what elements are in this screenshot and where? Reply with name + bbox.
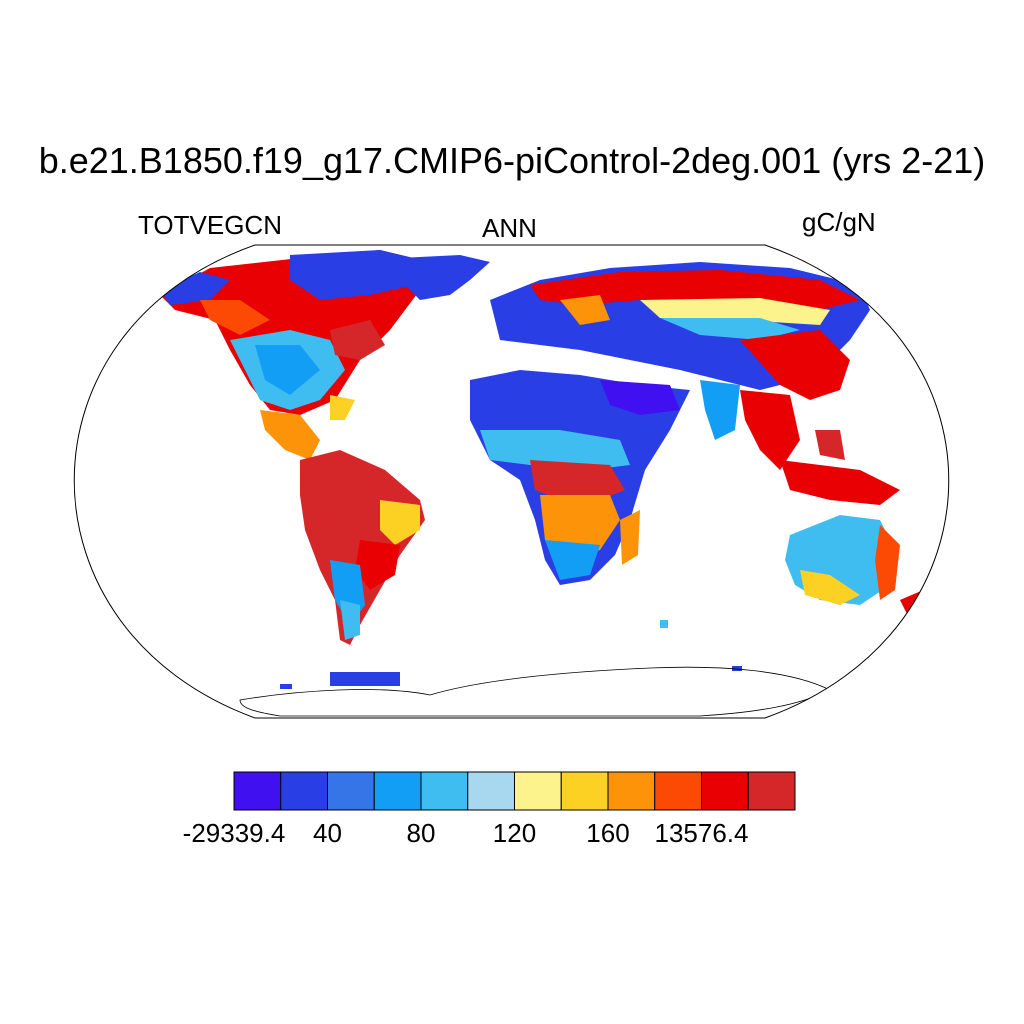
units-label: gC/gN: [802, 207, 876, 237]
colorbar-tick-label: 120: [492, 818, 537, 848]
colorbar-swatch: [233, 771, 282, 811]
season-label: ANN: [482, 213, 537, 243]
colorbar-swatch: [280, 771, 328, 811]
greenland-region: [400, 255, 490, 300]
colorbar-tick-label: -29339.4: [182, 818, 286, 848]
colorbar-swatch: [654, 771, 702, 811]
colorbar-swatch: [607, 771, 656, 811]
north-america-region: [160, 250, 430, 460]
antarctica-coast-cells: [280, 620, 742, 689]
colorbar-swatch: [560, 771, 609, 811]
colorbar-tick-label: 160: [586, 818, 630, 848]
colorbar-swatch: [420, 771, 469, 811]
globe-border: [73, 244, 950, 719]
africa-region: [470, 370, 690, 585]
variable-label: TOTVEGCN: [138, 210, 282, 240]
colorbar-tick-label: 13576.4: [654, 818, 749, 848]
colorbar-tick-label: 80: [406, 818, 436, 848]
colorbar-swatch: [467, 771, 515, 811]
colorbar-swatch: [514, 771, 562, 811]
eurasia-region: [490, 262, 900, 505]
plot-title: b.e21.B1850.f19_g17.CMIP6-piControl-2deg…: [38, 140, 986, 181]
colorbar-swatch: [701, 771, 749, 811]
colorbar-swatch: [327, 771, 375, 811]
antarctica-outline: [239, 666, 831, 717]
colorbar-tick-label: 40: [313, 818, 342, 848]
south-america-region: [300, 450, 425, 645]
colorbar-swatch: [747, 771, 796, 811]
colorbar: [233, 771, 796, 811]
colorbar-swatch: [373, 771, 422, 811]
australia-region: [785, 515, 940, 620]
